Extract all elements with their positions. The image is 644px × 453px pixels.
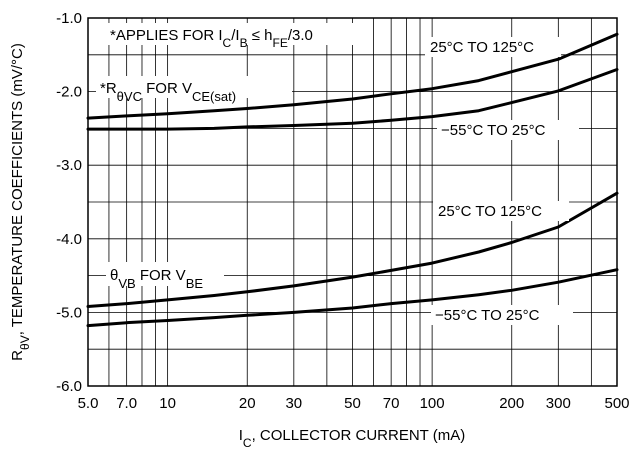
rvc-note-bg [96, 76, 292, 98]
x-tick-label: 20 [239, 395, 256, 412]
x-tick-label: 500 [604, 395, 629, 412]
x-tick-label: 5.0 [78, 395, 99, 412]
temp-label-vb-low: −55°C TO 25°C [435, 307, 540, 324]
vb-note: θVB FOR VBE [110, 267, 203, 291]
x-tick-label: 300 [546, 395, 571, 412]
x-tick-label: 7.0 [116, 395, 137, 412]
x-tick-label: 200 [499, 395, 524, 412]
y-tick-label: -3.0 [56, 157, 82, 174]
y-tick-label: -5.0 [56, 304, 82, 321]
series-line-2 [86, 68, 619, 131]
y-tick-label: -1.0 [56, 10, 82, 27]
x-tick-label: 70 [383, 395, 400, 412]
series-line-1 [86, 32, 619, 120]
t2-bg [437, 120, 579, 140]
x-tick-label: 100 [420, 395, 445, 412]
x-tick-label: 10 [159, 395, 176, 412]
applies-note: *APPLIES FOR IC/IB ≤ hFE/3.0 [110, 27, 313, 50]
rvc-note: *RθVC FOR VCE(sat) [100, 80, 236, 104]
y-tick-labels: -1.0 -2.0 -3.0 -4.0 -5.0 -6.0 [56, 10, 82, 395]
t4-bg [431, 305, 573, 325]
series-line-3 [86, 191, 619, 308]
series-line-4 [86, 268, 619, 328]
vb-note-bg [106, 262, 224, 286]
y-tick-label: -4.0 [56, 231, 82, 248]
t1-bg [425, 37, 561, 57]
t3-bg [433, 201, 569, 221]
temp-label-rvc-high: 25°C TO 125°C [430, 39, 534, 56]
curves [86, 32, 619, 328]
x-tick-label: 30 [285, 395, 302, 412]
applies-note-bg [104, 23, 368, 45]
y-axis-title: RθV, TEMPERATURE COEFFICIENTS (mV/°C) [9, 43, 32, 361]
y-tick-label: -2.0 [56, 84, 82, 101]
temp-label-rvc-low: −55°C TO 25°C [441, 122, 546, 139]
x-tick-labels: 5.0 7.0 10 20 30 50 70 100 200 300 500 [78, 395, 630, 412]
temp-label-vb-high: 25°C TO 125°C [438, 203, 542, 220]
x-axis-title: IC, COLLECTOR CURRENT (mA) [239, 427, 465, 450]
y-tick-label: -6.0 [56, 378, 82, 395]
plot-frame [87, 17, 618, 387]
x-tick-label: 50 [344, 395, 361, 412]
